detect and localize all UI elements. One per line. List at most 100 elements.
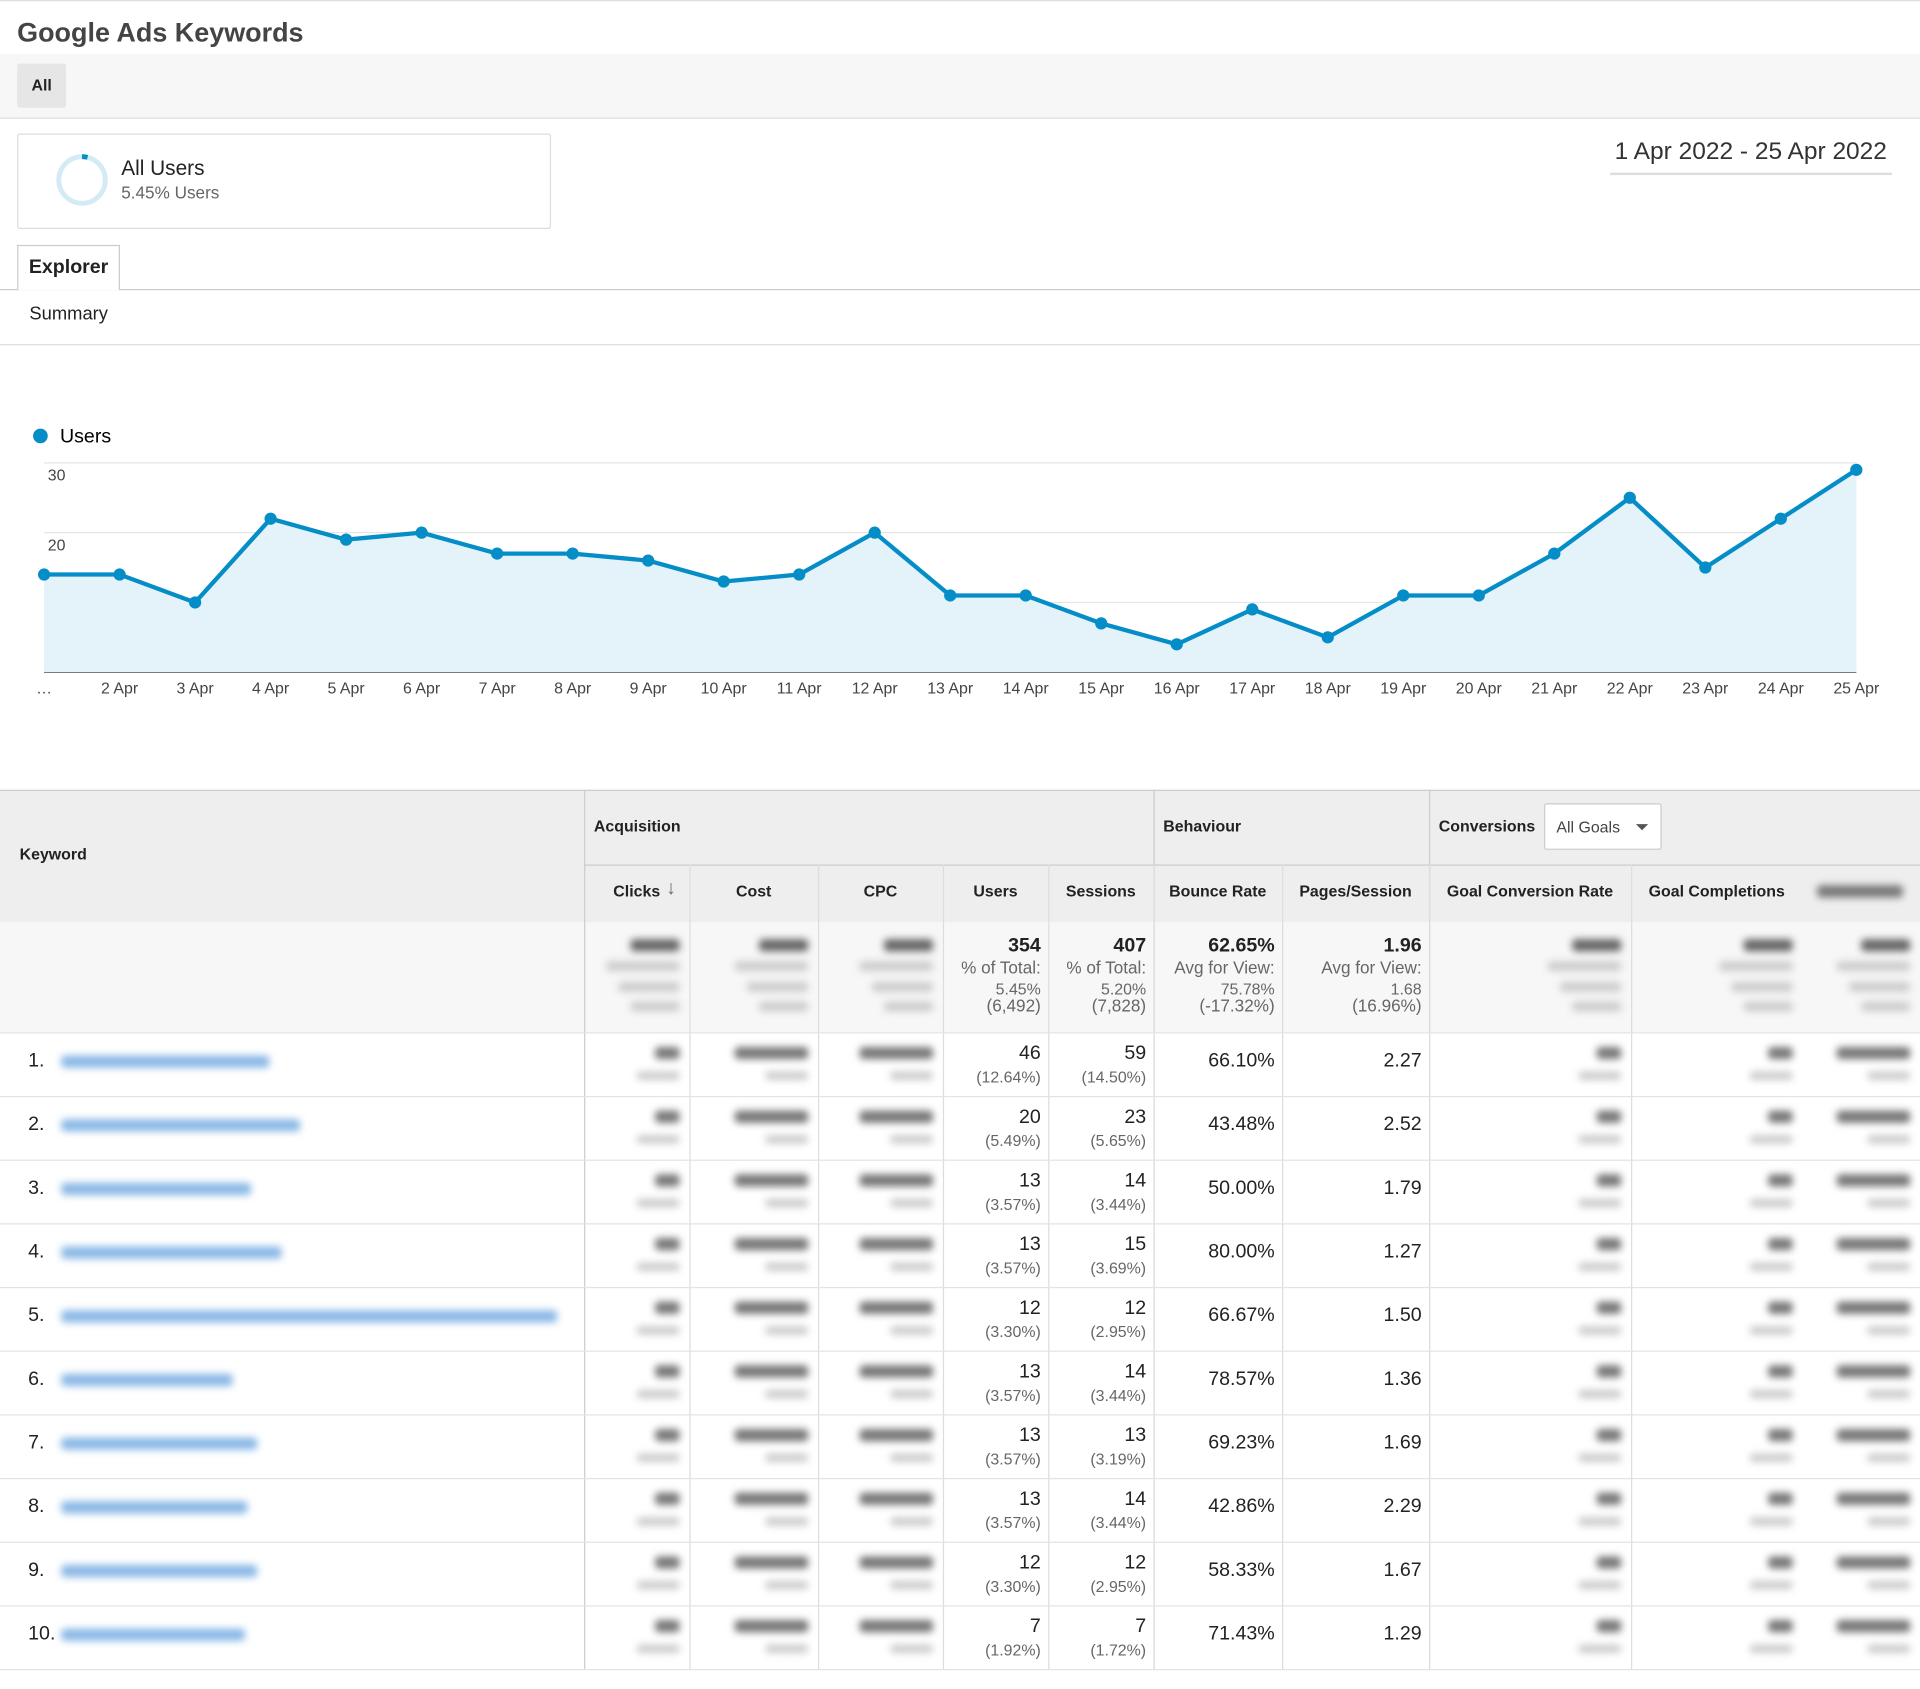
divider: [0, 344, 1920, 346]
x-tick-label: 12 Apr: [852, 681, 899, 698]
blurred-keyword: [61, 1055, 270, 1068]
column-divider: [942, 864, 945, 1669]
subtab[interactable]: Summary: [29, 303, 108, 325]
total-percent: 5.20%: [1100, 979, 1147, 998]
blurred-value: [859, 1365, 934, 1378]
blurred-keyword: [61, 1437, 258, 1450]
x-tick-label: 10 Apr: [701, 681, 748, 698]
date-range[interactable]: 1 Apr 2022 - 25 Apr 2022: [1609, 138, 1892, 176]
cell-percent: (14.50%): [1081, 1067, 1147, 1087]
blurred-value: [1596, 1046, 1622, 1060]
cell-percent: (3.44%): [1090, 1386, 1147, 1405]
blurred-value: [1578, 1453, 1622, 1463]
goal-dropdown[interactable]: All Goals: [1544, 803, 1662, 850]
blurred-value: [765, 1262, 809, 1272]
blurred-value: [655, 1301, 680, 1314]
blurred-value: [1749, 1262, 1793, 1272]
point: [1095, 617, 1108, 630]
blurred-value: [655, 1620, 680, 1633]
blurred-value: [1768, 1492, 1793, 1505]
column-header[interactable]: Clicks: [613, 881, 661, 900]
blurred-value: [1836, 1046, 1911, 1060]
total-label: % of Total:: [961, 957, 1041, 978]
legend-label: Users: [60, 425, 111, 447]
blurred-value: [1768, 1237, 1793, 1251]
column-header[interactable]: Sessions: [1065, 881, 1136, 900]
blurred-value: [859, 1046, 934, 1060]
x-tick-label: 7 Apr: [479, 681, 517, 698]
column-header[interactable]: Goal Conversion Rate: [1446, 881, 1614, 900]
cell-value: 13: [1019, 1361, 1041, 1383]
blurred-value: [1836, 1301, 1911, 1314]
point: [717, 575, 730, 588]
column-header[interactable]: Cost: [735, 881, 772, 900]
cell-value: 13: [1019, 1488, 1041, 1510]
blurred-value: [1867, 1517, 1911, 1526]
blurred-value: [655, 1492, 680, 1505]
blurred-value: [734, 1556, 809, 1569]
cell-percent: (1.72%): [1090, 1640, 1147, 1660]
total-overall: (6,492): [986, 995, 1041, 1016]
blurred-value: [890, 1580, 934, 1590]
blurred-value: [1578, 1644, 1622, 1654]
blurred-value: [1596, 1556, 1622, 1569]
blurred-value: [890, 1644, 934, 1654]
blurred-value: [636, 1389, 680, 1399]
blurred-keyword: [61, 1246, 282, 1259]
blurred-value: [859, 1428, 934, 1442]
blurred-value: [636, 1198, 680, 1208]
cell-value: 66.67%: [1208, 1305, 1275, 1327]
blurred-value: [1578, 1198, 1622, 1208]
blurred-value: [655, 1174, 680, 1187]
blurred-value: [655, 1110, 680, 1123]
blurred-value: [884, 1001, 934, 1012]
x-tick-label: 2 Apr: [101, 681, 139, 698]
blurred-value: [765, 1135, 809, 1144]
blurred-value: [1572, 939, 1622, 952]
cell-value: 50.00%: [1208, 1177, 1275, 1199]
x-tick-label: 22 Apr: [1607, 681, 1654, 698]
x-tick-label: 25 Apr: [1833, 681, 1880, 698]
column-header[interactable]: Bounce Rate: [1169, 881, 1267, 900]
segment-donut: [56, 154, 108, 206]
column-divider: [689, 864, 691, 1669]
column-header[interactable]: Pages/Session: [1299, 881, 1412, 900]
row-line: [0, 1414, 1920, 1416]
column-header[interactable]: Users: [973, 881, 1018, 900]
area: [44, 469, 1857, 673]
tab[interactable]: Explorer: [17, 244, 121, 291]
blurred-value: [1749, 1135, 1793, 1144]
blurred-value: [734, 1301, 809, 1314]
blurred-value: [734, 1365, 809, 1378]
column-header[interactable]: Goal Completions: [1648, 881, 1785, 900]
segment-button[interactable]: All: [17, 63, 67, 108]
cell-percent: (5.49%): [985, 1131, 1041, 1150]
cell-percent: (3.19%): [1090, 1449, 1147, 1469]
blurred-value: [636, 1580, 680, 1590]
blurred-value: [765, 1198, 809, 1208]
segment-card[interactable]: [17, 133, 552, 229]
cell-value: 59: [1124, 1043, 1147, 1065]
blurred-value: [630, 939, 680, 952]
blurred-value: [734, 1174, 809, 1187]
x-tick-label: 17 Apr: [1229, 681, 1276, 698]
x-tick-label: 19 Apr: [1380, 681, 1427, 698]
column-header[interactable]: CPC: [863, 881, 898, 900]
cell-value: 1.29: [1383, 1623, 1422, 1645]
x-tick-label: 16 Apr: [1154, 681, 1201, 698]
cell-percent: (3.30%): [985, 1322, 1041, 1341]
x-tick-label: 8 Apr: [554, 681, 592, 698]
point: [868, 526, 881, 539]
point: [566, 547, 579, 560]
row-line: [0, 1541, 1920, 1543]
blurred-value: [734, 961, 809, 972]
blurred-value: [734, 1046, 809, 1060]
x-tick-label: 24 Apr: [1758, 681, 1805, 698]
x-tick-label: 23 Apr: [1682, 681, 1729, 698]
rank: 6.: [28, 1368, 45, 1390]
key-header: Keyword: [19, 844, 87, 864]
blurred-value: [1768, 1620, 1793, 1633]
blurred-value: [1596, 1620, 1622, 1633]
cell-percent: (2.95%): [1090, 1322, 1147, 1341]
blurred-value: [655, 1237, 680, 1251]
